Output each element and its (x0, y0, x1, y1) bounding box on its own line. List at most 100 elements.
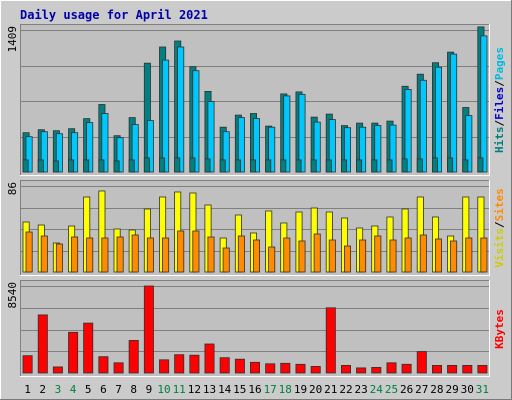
day-label-30: 30 (461, 383, 474, 396)
bar-kbytes-day-8 (128, 339, 139, 374)
day-label-31: 31 (476, 383, 489, 396)
bar-files-day-8 (131, 124, 139, 173)
bar-files-day-28 (434, 66, 442, 173)
bar-kbytes-day-18 (280, 362, 291, 374)
bar-sites-day-30 (465, 237, 473, 273)
bar-sites-day-6 (101, 237, 109, 273)
bar-sites-day-24 (374, 235, 382, 273)
series-sites (25, 230, 488, 273)
bar-kbytes-day-13 (204, 343, 215, 374)
chart-panels: 1409Hits/Files/Pages86Visits/Sites8540KB… (6, 24, 506, 377)
bar-kbytes-day-28 (431, 364, 442, 374)
bar-kbytes-day-29 (447, 364, 458, 374)
bar-files-day-11 (177, 46, 185, 173)
bar-pages-day-26 (401, 158, 408, 173)
panel-2: 86 Visits/Sites (6, 180, 506, 276)
bar-pages-day-13 (204, 158, 211, 173)
bar-kbytes-day-2 (37, 314, 48, 374)
bar-pages-day-16 (249, 159, 256, 173)
bar-files-day-30 (465, 115, 473, 173)
bar-pages-day-12 (189, 157, 196, 173)
bar-kbytes-day-26 (401, 363, 412, 374)
bar-kbytes-day-16 (249, 361, 260, 374)
bar-sites-day-15 (237, 235, 245, 273)
day-label-16: 16 (248, 383, 261, 396)
day-label-10: 10 (157, 383, 170, 396)
day-label-21: 21 (324, 383, 337, 396)
bar-files-day-13 (207, 101, 215, 173)
day-label-13: 13 (203, 383, 216, 396)
bar-sites-day-28 (434, 238, 442, 273)
day-label-5: 5 (85, 383, 92, 396)
bar-files-day-25 (389, 124, 397, 173)
bar-sites-day-3 (55, 243, 63, 273)
bar-pages-day-3 (52, 160, 59, 173)
bar-sites-day-4 (71, 236, 79, 273)
bar-kbytes-day-21 (325, 307, 336, 374)
bar-sites-day-1 (25, 231, 33, 273)
bar-sites-day-27 (419, 234, 427, 273)
bar-kbytes-day-7 (113, 362, 124, 374)
bar-sites-day-12 (192, 230, 200, 273)
bar-sites-day-5 (86, 237, 94, 273)
bar-pages-day-21 (325, 159, 332, 173)
bar-kbytes-day-17 (265, 363, 276, 374)
bar-files-day-17 (268, 126, 276, 173)
bar-pages-day-9 (143, 157, 150, 173)
legend-entry: / (493, 80, 506, 87)
day-label-1: 1 (24, 383, 31, 396)
bar-files-day-24 (374, 125, 382, 173)
bar-pages-day-5 (83, 159, 90, 173)
bar-files-day-10 (162, 59, 170, 173)
bar-files-day-19 (298, 94, 306, 173)
day-label-9: 9 (146, 383, 153, 396)
day-label-28: 28 (430, 383, 443, 396)
y-max-label: 8540 (6, 282, 19, 309)
bar-pages-day-18 (280, 159, 287, 173)
bar-pages-day-27 (416, 158, 423, 173)
day-label-24: 24 (370, 383, 384, 396)
panel-3: 8540 KBytes (6, 280, 506, 377)
panel-legend: Hits/Files/Pages (493, 47, 506, 153)
series-kbytes (22, 285, 488, 374)
day-label-20: 20 (309, 383, 322, 396)
legend-entry: Visits (493, 228, 506, 268)
bar-kbytes-day-14 (219, 357, 230, 374)
day-label-22: 22 (339, 383, 352, 396)
bar-kbytes-day-4 (68, 331, 79, 374)
day-label-3: 3 (55, 383, 62, 396)
bar-files-day-3 (55, 133, 63, 173)
bar-files-day-16 (252, 118, 260, 173)
day-label-29: 29 (445, 383, 458, 396)
legend-entry: KBytes (493, 309, 506, 349)
bar-sites-day-20 (313, 233, 321, 273)
bar-kbytes-day-5 (83, 322, 94, 374)
bar-files-day-14 (222, 131, 230, 173)
day-label-11: 11 (173, 383, 186, 396)
bar-files-day-29 (450, 53, 458, 173)
bar-files-day-1 (25, 136, 33, 173)
bar-sites-day-13 (207, 236, 215, 273)
bar-sites-day-7 (116, 236, 124, 273)
day-label-27: 27 (415, 383, 428, 396)
bar-kbytes-day-27 (416, 351, 427, 374)
bar-files-day-4 (71, 132, 79, 173)
day-label-17: 17 (264, 383, 277, 396)
bar-files-day-9 (146, 120, 154, 173)
bar-pages-day-2 (37, 159, 44, 173)
day-label-15: 15 (233, 383, 246, 396)
bar-sites-day-19 (298, 240, 306, 273)
bar-pages-day-29 (447, 157, 454, 173)
day-label-12: 12 (188, 383, 201, 396)
y-max-label: 86 (6, 182, 19, 195)
bar-pages-day-17 (265, 159, 272, 173)
bar-files-day-22 (343, 127, 351, 173)
day-label-25: 25 (385, 383, 398, 396)
legend-entry: Files (493, 87, 506, 120)
bar-kbytes-day-30 (462, 364, 473, 374)
series-pages (22, 157, 484, 173)
panel-legend: KBytes (493, 309, 506, 349)
bar-sites-day-14 (222, 247, 230, 273)
